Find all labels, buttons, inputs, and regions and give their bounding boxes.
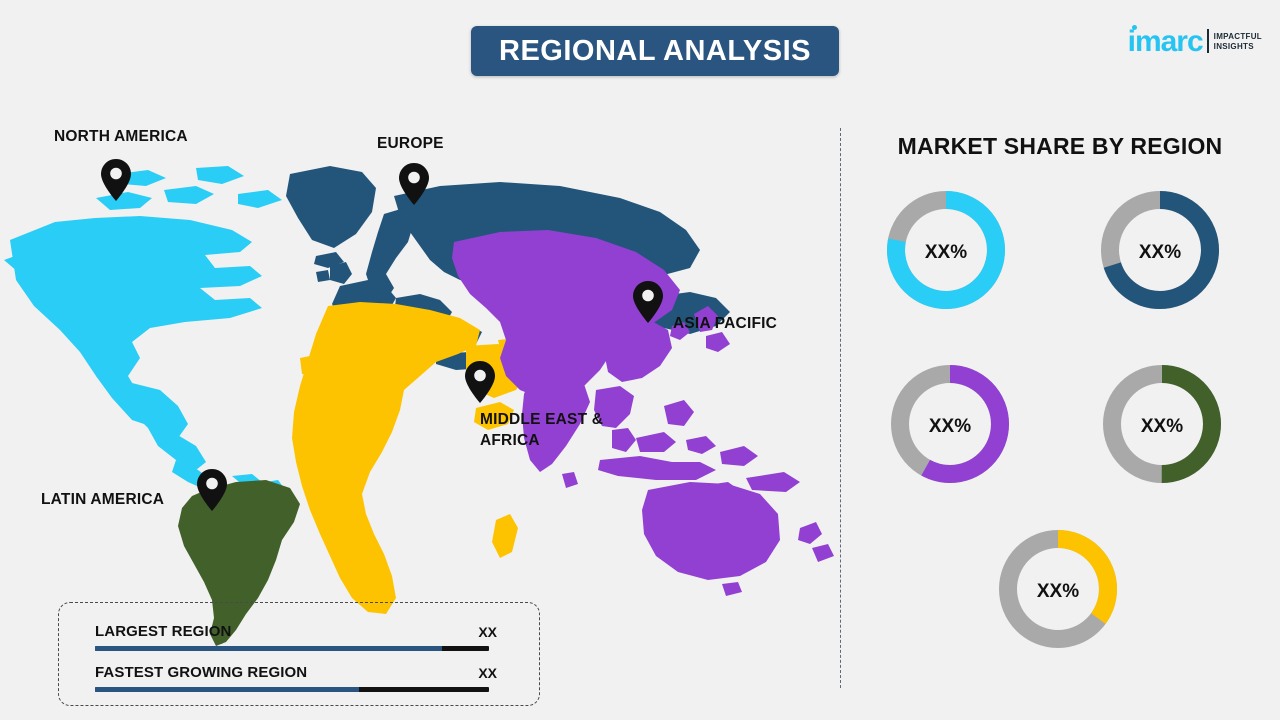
legend-value-fastest-growing-region: XX	[478, 665, 497, 681]
legend-row-largest-region: LARGEST REGION XX	[95, 623, 505, 651]
donut-chart-asia-pacific: XX%	[888, 362, 1012, 491]
donut-arc-europe	[1101, 191, 1219, 309]
map-region-latin-america	[178, 480, 300, 646]
donut-chart-europe: XX%	[1098, 188, 1222, 317]
market-share-panel-title: MARKET SHARE BY REGION	[897, 133, 1223, 159]
logo-tagline-line1: IMPACTFUL	[1213, 32, 1262, 41]
logo-divider	[1206, 29, 1209, 53]
logo-wordmark-text: imarc	[1127, 24, 1204, 58]
legend-bar-largest-region	[95, 646, 489, 651]
page-title: REGIONAL ANALYSIS	[499, 34, 811, 67]
map-label-north-america: NORTH AMERICA	[54, 128, 188, 145]
donut-chart-latin-america: XX%	[1100, 362, 1224, 491]
legend-value-largest-region: XX	[478, 624, 497, 640]
map-label-europe: EUROPE	[377, 135, 444, 152]
donut-chart-middle-east-africa: XX%	[996, 527, 1120, 656]
legend-row-fastest-growing-region: FASTEST GROWING REGION XX	[95, 664, 505, 692]
donut-arc-latin-america	[1103, 365, 1221, 483]
legend-bar-fill-largest-region	[95, 646, 442, 651]
logo-tagline-line2: INSIGHTS	[1213, 42, 1254, 51]
logo-wordmark: imarc	[1127, 24, 1204, 58]
map-label-asia-pacific: ASIA PACIFIC	[673, 315, 778, 332]
map-region-north-america	[4, 166, 284, 504]
map-label-middle-east-africa: MIDDLE EAST & AFRICA	[480, 411, 604, 449]
imarc-logo: imarc IMPACTFUL INSIGHTS	[1128, 22, 1262, 56]
map-pin-north-america-icon[interactable]	[100, 158, 132, 202]
legend-label-fastest-growing-region: FASTEST GROWING REGION	[95, 664, 308, 681]
world-map-panel: NORTH AMERICA EUROPE ASIA PACIFIC MIDDLE…	[0, 90, 840, 650]
donut-arc-middle-east-africa	[999, 530, 1117, 648]
legend-label-largest-region: LARGEST REGION	[95, 623, 232, 640]
section-divider	[840, 128, 841, 688]
map-pin-middle-east-africa-icon[interactable]	[464, 360, 496, 404]
region-highlights-box: LARGEST REGION XX FASTEST GROWING REGION…	[58, 602, 540, 706]
legend-bar-fill-fastest-growing-region	[95, 687, 359, 692]
map-pin-europe-icon[interactable]	[398, 162, 430, 206]
map-pin-asia-pacific-icon[interactable]	[632, 280, 664, 324]
logo-dot-icon	[1131, 24, 1137, 30]
map-region-asia-pacific	[452, 230, 834, 596]
legend-bar-fastest-growing-region	[95, 687, 489, 692]
donut-arc-north-america	[887, 191, 1005, 309]
donut-arc-asia-pacific	[891, 365, 1009, 483]
map-label-latin-america: LATIN AMERICA	[41, 491, 165, 508]
page-title-banner: REGIONAL ANALYSIS	[471, 26, 839, 76]
map-pin-latin-america-icon[interactable]	[196, 468, 228, 512]
donut-chart-north-america: XX%	[884, 188, 1008, 317]
logo-tagline: IMPACTFUL INSIGHTS	[1214, 32, 1262, 52]
